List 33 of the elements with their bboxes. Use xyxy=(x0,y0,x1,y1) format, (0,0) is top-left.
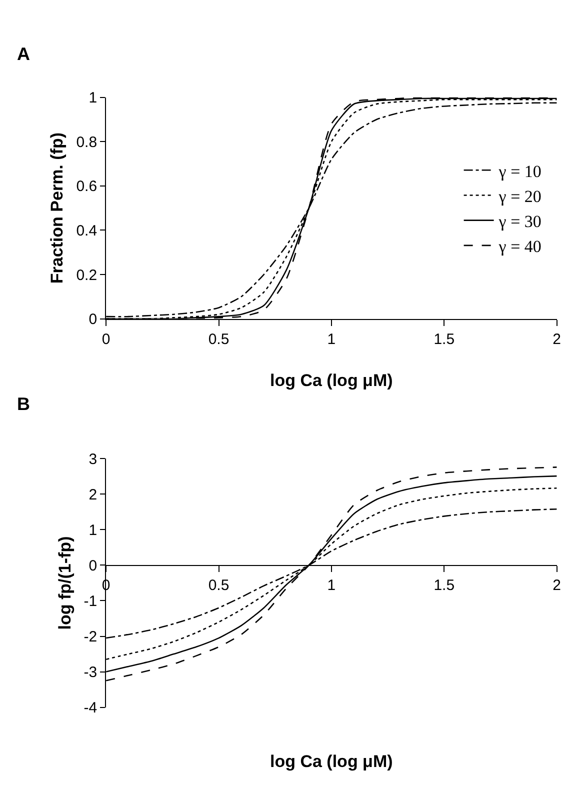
y-tick-label: -3 xyxy=(84,664,98,682)
y-tick-label: 0.6 xyxy=(76,178,98,196)
x-tick-label: 0 xyxy=(102,330,110,348)
y-tick-label: 0.8 xyxy=(76,134,98,151)
y-tick-label: 0 xyxy=(88,557,98,574)
chart-title: A xyxy=(17,44,30,64)
x-tick-label: 1.5 xyxy=(434,577,455,594)
y-tick-label: 1 xyxy=(88,90,98,107)
x-tick-label: 2 xyxy=(552,330,561,348)
x-tick-label: 1 xyxy=(327,330,336,348)
x-axis-title: log Ca (log μM) xyxy=(270,752,393,771)
x-tick-label: 1 xyxy=(327,577,336,594)
chart-title: B xyxy=(17,394,30,414)
y-tick-label: 0 xyxy=(88,311,98,328)
y-axis-title: log fp/(1-fp) xyxy=(55,536,74,630)
x-tick-label: 0.5 xyxy=(208,330,230,348)
y-tick-label: 0.2 xyxy=(76,266,98,284)
legend-label: γ = 40 xyxy=(498,237,542,256)
y-tick-label: 0.4 xyxy=(76,222,98,240)
y-tick-label: 3 xyxy=(88,450,98,468)
y-tick-label: -4 xyxy=(84,700,98,717)
x-axis-title: log Ca (log μM) xyxy=(270,371,393,390)
legend-label: γ = 10 xyxy=(498,162,542,181)
y-tick-label: 1 xyxy=(88,522,98,539)
legend-label: γ = 20 xyxy=(498,186,542,206)
x-tick-label: 0.5 xyxy=(208,577,230,594)
y-axis-title: Fraction Perm. (fp) xyxy=(48,132,67,284)
y-tick-label: -2 xyxy=(84,628,98,646)
y-tick-label: -1 xyxy=(84,592,98,610)
x-tick-label: 1.5 xyxy=(434,330,455,348)
y-tick-label: 2 xyxy=(88,486,98,504)
x-tick-label: 2 xyxy=(552,577,561,594)
legend-label: γ = 30 xyxy=(498,212,542,231)
